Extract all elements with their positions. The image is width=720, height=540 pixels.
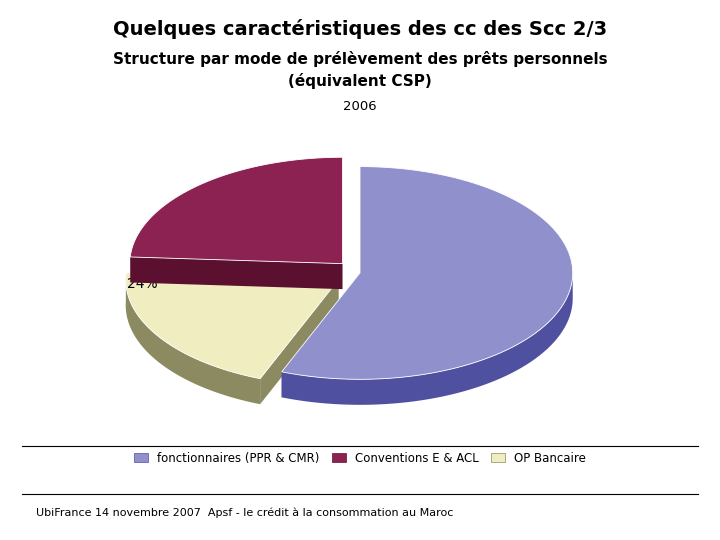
Text: 24%: 24% <box>127 276 158 291</box>
Polygon shape <box>130 257 343 289</box>
Text: 20%: 20% <box>296 177 327 191</box>
Text: Quelques caractéristiques des cc des Scc 2/3: Quelques caractéristiques des cc des Scc… <box>113 19 607 39</box>
Polygon shape <box>282 273 360 397</box>
Polygon shape <box>126 276 260 404</box>
Polygon shape <box>282 272 572 405</box>
Polygon shape <box>282 166 572 379</box>
Polygon shape <box>126 273 338 379</box>
Polygon shape <box>260 280 338 404</box>
Polygon shape <box>126 273 338 305</box>
Text: Structure par mode de prélèvement des prêts personnels: Structure par mode de prélèvement des pr… <box>113 51 607 68</box>
Text: (équivalent CSP): (équivalent CSP) <box>288 73 432 89</box>
Polygon shape <box>130 157 343 264</box>
Legend: fonctionnaires (PPR & CMR), Conventions E & ACL, OP Bancaire: fonctionnaires (PPR & CMR), Conventions … <box>129 447 591 469</box>
Text: UbiFrance 14 novembre 2007  Apsf - le crédit à la consommation au Maroc: UbiFrance 14 novembre 2007 Apsf - le cré… <box>36 508 454 518</box>
Text: 56%: 56% <box>513 276 544 291</box>
Text: 2006: 2006 <box>343 100 377 113</box>
